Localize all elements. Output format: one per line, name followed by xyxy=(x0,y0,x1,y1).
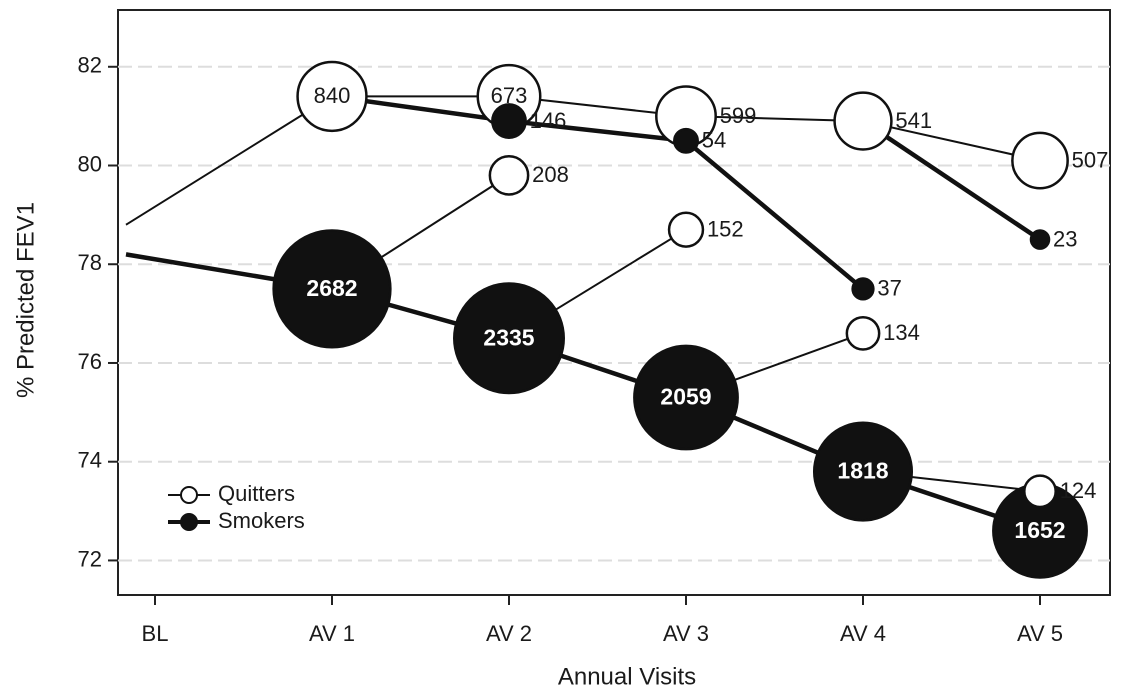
bubble xyxy=(1011,131,1069,190)
y-tick-label: 80 xyxy=(78,151,102,176)
bubble xyxy=(453,282,565,395)
bubble xyxy=(491,103,527,140)
y-tick-label: 76 xyxy=(78,349,102,374)
x-tick-label: AV 1 xyxy=(309,621,355,646)
y-tick-label: 74 xyxy=(78,448,102,473)
bubble-label: 54 xyxy=(702,128,726,153)
bubble-label: 152 xyxy=(707,216,744,241)
legend-label: Quitters xyxy=(218,481,295,506)
series-line xyxy=(331,94,865,291)
bubble xyxy=(1029,229,1051,250)
bubble xyxy=(833,91,893,151)
bubble-label: 2682 xyxy=(306,275,357,301)
bubble-label: 840 xyxy=(314,83,351,108)
bubble-label: 2335 xyxy=(483,324,534,350)
bubble xyxy=(667,211,705,248)
bubble-label: 124 xyxy=(1060,478,1097,503)
x-tick-label: AV 3 xyxy=(663,621,709,646)
bubble-label: 507 xyxy=(1072,147,1109,172)
bubble xyxy=(673,127,699,154)
series-line xyxy=(861,119,1042,242)
series-line xyxy=(125,95,1041,226)
bubble-label: 134 xyxy=(883,320,920,345)
bubble-label: 1652 xyxy=(1014,517,1065,543)
bubble-label: 1818 xyxy=(837,458,888,484)
bubble xyxy=(488,154,530,196)
bubble xyxy=(851,277,875,301)
x-tick-label: AV 5 xyxy=(1017,621,1063,646)
x-axis-label: Annual Visits xyxy=(558,663,696,690)
bubble-label: 208 xyxy=(532,162,569,187)
bubble-label: 599 xyxy=(720,103,757,128)
y-axis-label: % Predicted FEV1 xyxy=(12,202,39,398)
y-tick-label: 78 xyxy=(78,250,102,275)
plot-frame xyxy=(117,9,1111,596)
bubble xyxy=(296,60,368,133)
bubble xyxy=(845,315,881,351)
legend-marker xyxy=(180,513,198,531)
bubble xyxy=(812,421,914,522)
legend-label: Smokers xyxy=(218,508,305,533)
x-tick-label: BL xyxy=(142,621,169,646)
bubble xyxy=(633,344,739,451)
bubble-label: 2059 xyxy=(660,384,711,410)
bubble xyxy=(1023,474,1057,509)
x-tick-label: AV 2 xyxy=(486,621,532,646)
bubble xyxy=(272,229,392,349)
legend-marker xyxy=(180,486,198,504)
bubble-label: 37 xyxy=(877,276,901,301)
bubble-label: 541 xyxy=(895,108,932,133)
y-tick-label: 72 xyxy=(78,546,102,571)
y-tick-label: 82 xyxy=(78,53,102,78)
bubble-label: 146 xyxy=(530,108,567,133)
x-tick-label: AV 4 xyxy=(840,621,886,646)
bubble-label: 23 xyxy=(1053,226,1077,251)
